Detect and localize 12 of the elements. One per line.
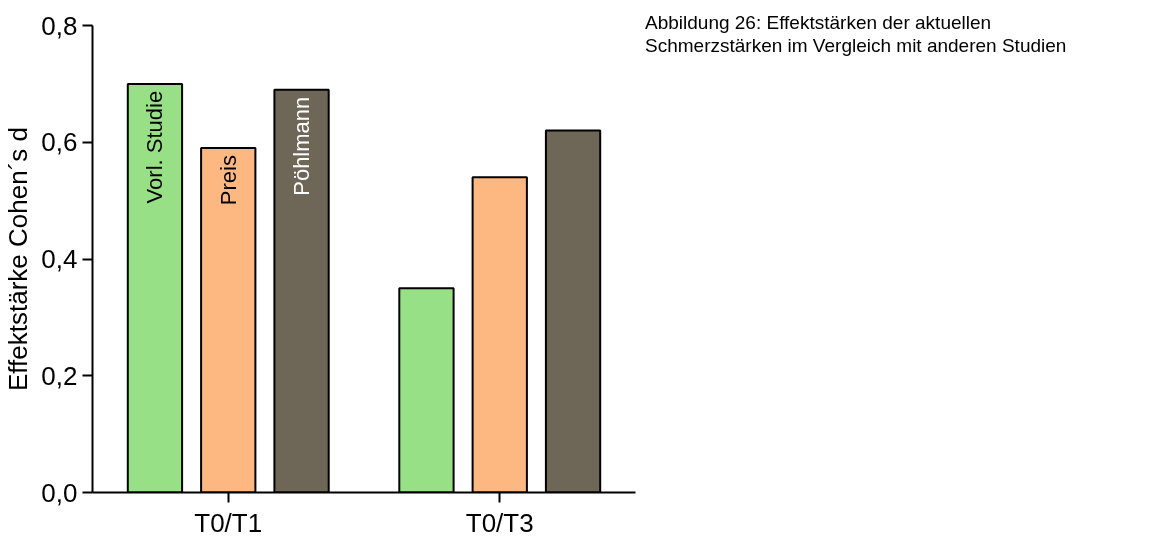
y-axis-title: Effektstärke Cohen´s d xyxy=(3,126,34,391)
y-tick-label: 0,0 xyxy=(41,477,78,508)
x-tick-label: T0/T1 xyxy=(194,507,263,538)
x-tick-label: T0/T3 xyxy=(465,507,534,538)
y-tick-label: 0,6 xyxy=(41,127,78,158)
y-tick-label: 0,4 xyxy=(41,244,78,274)
series-label: Vorl. Studie xyxy=(142,90,168,204)
series-label: Pöhlmann xyxy=(289,96,315,196)
text: Abbildung 26: Effektstärken der aktuellen Schmerzstärken im Vergleich mit anderen Studien xyxy=(645,12,1068,58)
y-tick-label: 0,8 xyxy=(41,10,78,41)
y-tick-label: 0,2 xyxy=(41,360,78,391)
series-label: Preis xyxy=(215,155,241,206)
